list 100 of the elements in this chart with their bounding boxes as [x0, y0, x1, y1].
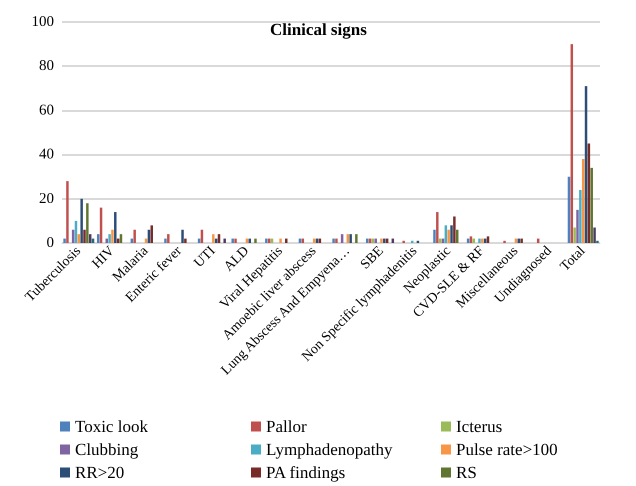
- bar: [438, 238, 442, 243]
- legend-label: Pallor: [266, 417, 307, 436]
- bar: [340, 234, 344, 243]
- bar: [254, 238, 257, 243]
- bar: [478, 238, 481, 243]
- bar: [248, 238, 252, 243]
- bar: [246, 238, 248, 243]
- bar: [568, 176, 570, 243]
- bar: [392, 238, 394, 243]
- bar: [88, 234, 92, 243]
- bar: [346, 234, 350, 243]
- bar: [111, 230, 114, 243]
- bar: [234, 238, 237, 243]
- legend-label: Pulse rate>100: [456, 440, 558, 459]
- bar: [212, 234, 215, 243]
- bar: [144, 238, 148, 243]
- bar: [466, 238, 470, 243]
- legend-label: Lymphadenopathy: [266, 440, 394, 459]
- bar: [584, 86, 588, 243]
- bar: [302, 238, 304, 243]
- bar: [92, 238, 94, 243]
- bar: [148, 230, 150, 243]
- y-tick-label: 0: [46, 235, 54, 251]
- bar: [436, 212, 439, 243]
- bar: [200, 230, 204, 243]
- bar: [372, 238, 374, 243]
- bar: [447, 230, 450, 243]
- bar: [590, 168, 593, 243]
- legend-label: RR>20: [75, 463, 124, 482]
- bar: [164, 238, 167, 243]
- legend-label: PA findings: [266, 463, 346, 482]
- bar: [484, 238, 486, 243]
- bar: [96, 234, 100, 243]
- bar: [120, 234, 122, 243]
- legend-label: Clubbing: [75, 440, 139, 459]
- bar: [279, 238, 282, 243]
- bar: [383, 238, 386, 243]
- bar: [579, 190, 582, 243]
- bar: [63, 238, 66, 243]
- bar: [570, 44, 574, 243]
- y-tick-label: 60: [39, 102, 54, 118]
- bar: [312, 238, 316, 243]
- bar: [80, 198, 83, 243]
- bar: [100, 208, 102, 243]
- bar: [444, 225, 448, 243]
- bar: [268, 238, 270, 243]
- bar: [114, 212, 117, 243]
- bar: [332, 238, 335, 243]
- bar: [86, 203, 89, 243]
- bar: [366, 238, 368, 243]
- bar: [150, 225, 153, 243]
- bar: [335, 238, 338, 243]
- bar: [72, 230, 74, 243]
- bar: [78, 234, 80, 243]
- bar: [223, 238, 226, 243]
- bar: [374, 238, 377, 243]
- legend-label: RS: [456, 463, 477, 482]
- legend-label: Icterus: [456, 417, 502, 436]
- bar: [198, 238, 200, 243]
- bar: [108, 234, 111, 243]
- bar: [380, 238, 383, 243]
- bar: [184, 238, 187, 243]
- bar: [536, 238, 540, 243]
- bar: [116, 238, 120, 243]
- bar: [472, 238, 476, 243]
- bar: [167, 234, 170, 243]
- legend-label: Toxic look: [75, 417, 148, 436]
- bar: [270, 238, 274, 243]
- bar: [573, 228, 576, 243]
- y-tick-label: 80: [39, 58, 54, 74]
- bar: [355, 234, 358, 243]
- bar: [231, 238, 234, 243]
- bar: [318, 238, 322, 243]
- bar: [481, 238, 484, 243]
- x-tick-label: UTI: [192, 243, 219, 271]
- bar: [514, 238, 518, 243]
- bar: [368, 238, 372, 243]
- bar: [588, 144, 590, 243]
- bar: [349, 234, 352, 243]
- bar: [453, 216, 456, 243]
- y-tick-label: 40: [39, 146, 54, 163]
- bar: [133, 230, 136, 243]
- bar: [214, 238, 218, 243]
- bar: [386, 238, 388, 243]
- bar: [298, 238, 302, 243]
- bar: [66, 181, 69, 243]
- bar: [181, 230, 184, 243]
- bar: [74, 220, 78, 243]
- y-tick-label: 20: [39, 190, 54, 207]
- bar: [456, 230, 458, 243]
- y-tick-label: 100: [32, 14, 54, 30]
- bar: [520, 238, 523, 243]
- bar: [285, 238, 288, 243]
- bar: [106, 238, 108, 243]
- bar: [450, 225, 453, 243]
- chart-title: Clinical signs: [270, 20, 368, 39]
- bar: [582, 159, 584, 243]
- bar: [470, 236, 472, 243]
- bar: [316, 238, 318, 243]
- bar: [518, 238, 520, 243]
